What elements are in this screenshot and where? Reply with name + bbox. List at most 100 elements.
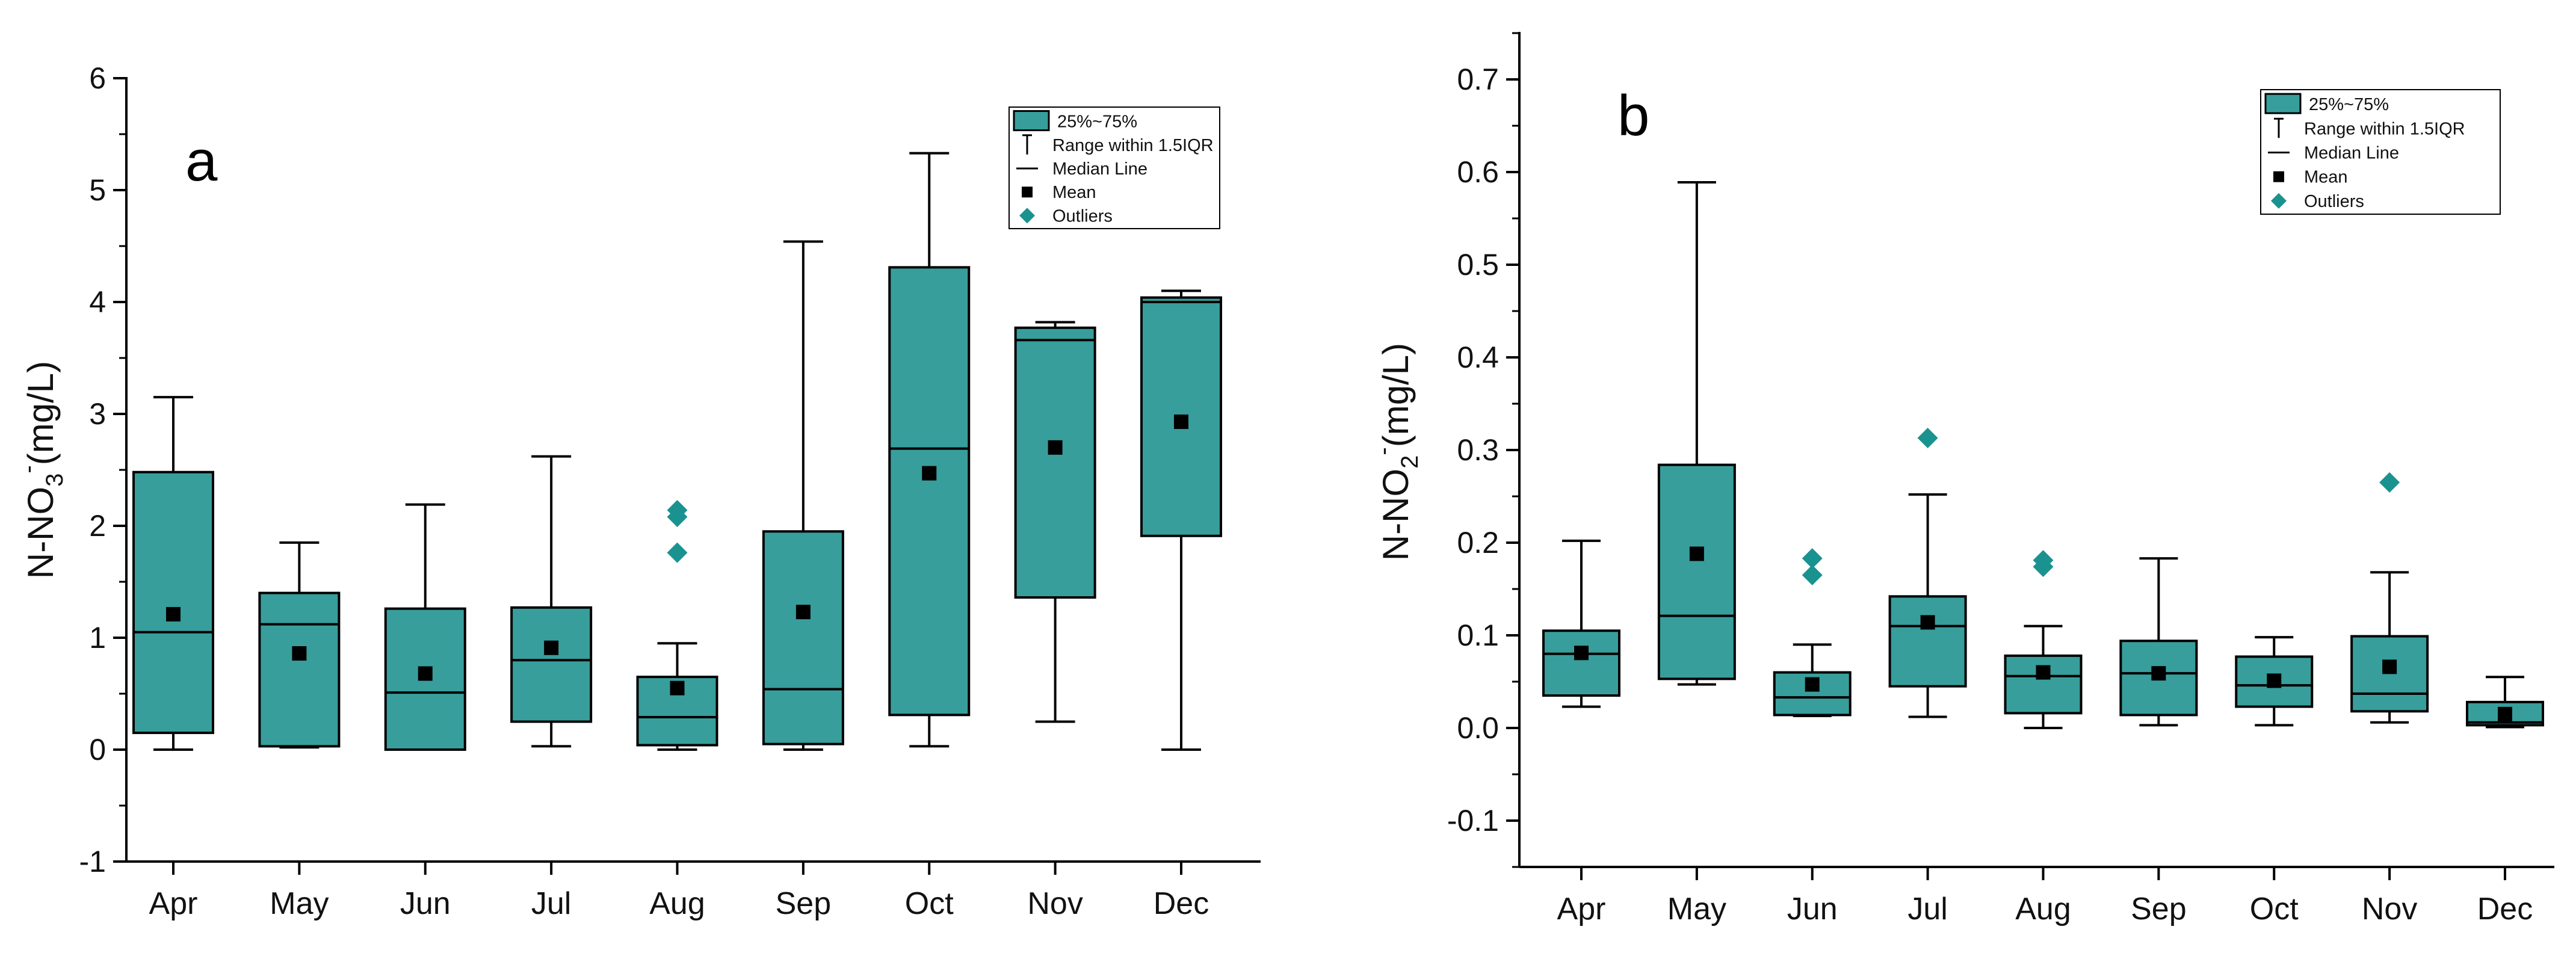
y-tick-label: 6 xyxy=(89,61,106,95)
iqr-box xyxy=(1657,463,1736,680)
legend-mean-swatch xyxy=(1022,187,1033,198)
iqr-box xyxy=(2004,654,2083,715)
mean-marker xyxy=(670,680,685,695)
box-dec xyxy=(2466,676,2544,729)
y-tick-label: -1 xyxy=(79,845,106,878)
box-dec xyxy=(1140,289,1222,751)
mean-marker xyxy=(1920,615,1935,630)
box-nov xyxy=(2350,472,2429,724)
outlier-marker xyxy=(1917,427,1938,448)
legend-outlier-swatch xyxy=(2271,193,2287,209)
iqr-box xyxy=(258,591,341,748)
y-tick-label: 0.3 xyxy=(1457,433,1499,467)
legend-label: Median Line xyxy=(2304,144,2399,163)
iqr-box xyxy=(762,530,844,745)
y-tick-label: 5 xyxy=(89,173,106,207)
box-nov xyxy=(1014,321,1096,723)
x-tick-label: Nov xyxy=(1027,886,1083,921)
outlier-marker xyxy=(1802,548,1823,569)
mean-marker xyxy=(795,605,811,620)
x-tick-label: May xyxy=(1667,892,1726,927)
x-tick-label: Apr xyxy=(149,886,198,921)
mean-marker xyxy=(2382,659,2397,674)
mean-marker xyxy=(166,606,181,621)
y-tick-label: 2 xyxy=(89,509,106,543)
box-sep xyxy=(2119,557,2198,727)
box-oct xyxy=(888,152,971,748)
iqr-box xyxy=(510,606,593,723)
box-sep xyxy=(762,240,844,751)
y-tick-label: 0.1 xyxy=(1457,618,1499,652)
legend-box-swatch xyxy=(2264,93,2302,114)
legend-label: Range within 1.5IQR xyxy=(2304,119,2465,138)
iqr-box xyxy=(2119,640,2198,717)
y-tick-label: 0.0 xyxy=(1457,711,1499,745)
iqr-box xyxy=(1888,595,1967,688)
iqr-box xyxy=(1014,326,1096,599)
x-tick-label: Aug xyxy=(2015,892,2071,927)
box-aug xyxy=(636,499,718,751)
box-jul xyxy=(1888,427,1967,718)
legend-box-swatch xyxy=(1013,110,1050,132)
box-jul xyxy=(510,455,593,748)
x-tick-label: Sep xyxy=(776,886,832,921)
y-axis-label: N-NO3-(mg/L) xyxy=(15,361,68,579)
mean-marker xyxy=(1174,415,1188,430)
box-oct xyxy=(2235,636,2314,727)
mean-marker xyxy=(2036,665,2051,680)
panel-b-nitrite-boxplot: -0.1 0.0 0.1 0.2 0.3 0.4 0.5 0.6 0.7 N-NO2-(mg/L)… xyxy=(1370,32,2554,927)
x-tick-label: Dec xyxy=(1154,886,1209,921)
iqr-box xyxy=(888,266,971,717)
y-axis-label: N-NO2-(mg/L) xyxy=(1370,343,1423,561)
outlier-marker xyxy=(667,542,688,563)
iqr-box xyxy=(1542,629,1620,697)
x-tick-label: Dec xyxy=(2477,892,2533,927)
x-tick-label: Aug xyxy=(649,886,705,921)
box-jun xyxy=(384,503,466,751)
panel-label: a xyxy=(185,129,218,193)
x-tick-label: May xyxy=(270,886,329,921)
y-tick-label: -0.1 xyxy=(1447,804,1499,837)
x-tick-label: Sep xyxy=(2131,892,2187,927)
y-tick-label: 0.2 xyxy=(1457,526,1499,560)
panel-label: b xyxy=(1617,84,1649,148)
iqr-box xyxy=(132,470,214,735)
legend-label: Median Line xyxy=(1052,159,1147,179)
y-tick-label: 0.4 xyxy=(1457,341,1499,374)
outlier-marker xyxy=(667,499,688,520)
legend-mean-swatch xyxy=(2273,171,2284,182)
legend-label: Range within 1.5IQR xyxy=(1052,136,1214,155)
box-jun xyxy=(1773,548,1852,717)
mean-marker xyxy=(922,466,937,481)
x-tick-label: Oct xyxy=(905,886,954,921)
x-tick-label: Jul xyxy=(531,886,571,921)
mean-marker xyxy=(292,646,307,661)
box-apr xyxy=(1542,539,1620,708)
outlier-marker xyxy=(2033,550,2054,571)
x-tick-label: Apr xyxy=(1557,892,1606,927)
x-tick-label: Jun xyxy=(400,886,451,921)
x-tick-label: Nov xyxy=(2362,892,2417,927)
legend-label: Mean xyxy=(2304,168,2348,187)
mean-marker xyxy=(1805,677,1820,692)
mean-marker xyxy=(418,666,433,681)
legend-label: Outliers xyxy=(1052,206,1113,226)
y-tick-label: 0.7 xyxy=(1457,63,1499,96)
mean-marker xyxy=(2151,666,2166,681)
mean-marker xyxy=(2267,673,2282,688)
legend-label: Outliers xyxy=(2304,192,2364,211)
y-tick-label: 0.5 xyxy=(1457,248,1499,282)
mean-marker xyxy=(1574,646,1589,661)
box-aug xyxy=(2004,550,2083,729)
y-tick-label: 4 xyxy=(89,285,106,319)
legend-label: Mean xyxy=(1052,183,1096,202)
mean-marker xyxy=(1689,546,1704,561)
iqr-box xyxy=(2235,655,2314,708)
y-tick-label: 0.6 xyxy=(1457,155,1499,189)
box-may xyxy=(258,541,341,749)
legend: 25%~75% Range within 1.5IQR Median Line Mea… xyxy=(2260,89,2501,215)
x-tick-label: Jul xyxy=(1907,892,1947,927)
legend-label: 25%~75% xyxy=(2309,95,2389,114)
legend-outlier-swatch xyxy=(1019,208,1035,224)
